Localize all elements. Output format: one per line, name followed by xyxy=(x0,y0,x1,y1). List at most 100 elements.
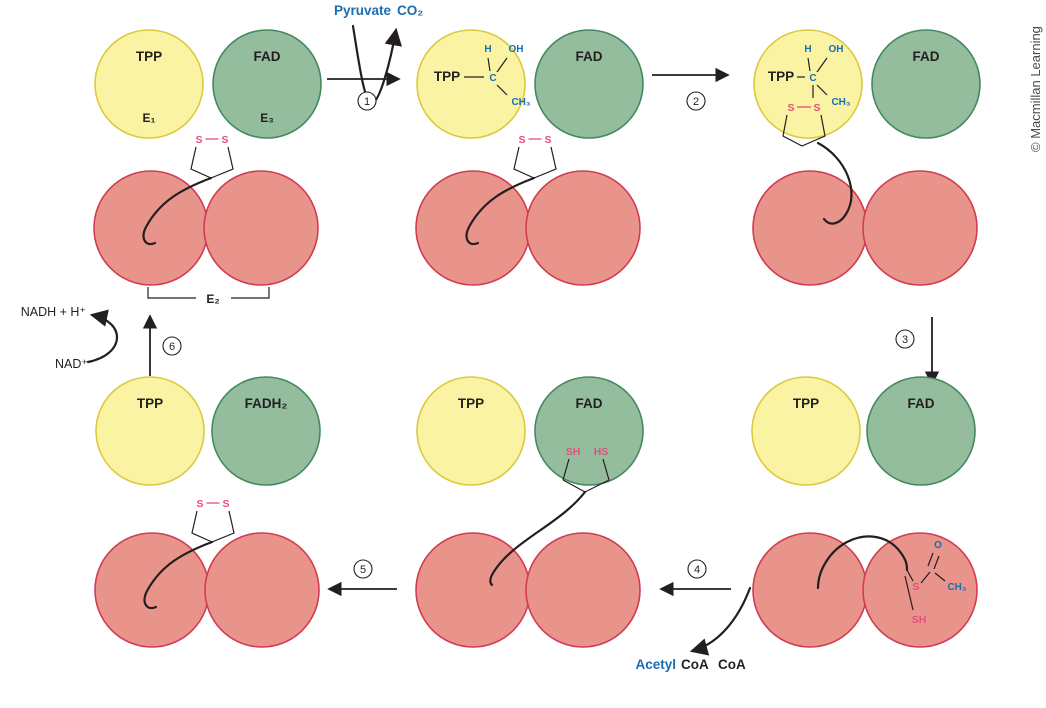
attached-lipoamide-ring: S S xyxy=(782,102,853,225)
e3-fad-circle xyxy=(534,376,644,486)
tpp-label: TPP xyxy=(136,49,162,64)
nad-label: NAD⁺ xyxy=(55,357,88,371)
c-oh-bond xyxy=(496,57,508,73)
c-ch3-bond xyxy=(816,84,828,96)
lipoamide-arm xyxy=(816,535,909,590)
stage-6: TPP FADH₂ S S xyxy=(94,376,321,648)
e2-circle-left xyxy=(93,170,209,286)
e3-fadh2-circle xyxy=(211,376,321,486)
step-3-number: 3 xyxy=(902,334,908,346)
tpp-label: TPP xyxy=(458,396,484,411)
step-5: 5 xyxy=(327,559,397,597)
lipoamide-ring: S S xyxy=(142,134,234,246)
e1-tpp-circle xyxy=(416,29,526,139)
c-h-bond xyxy=(487,57,491,72)
e1-tpp-circle xyxy=(753,29,863,139)
nadh-label: NADH + H⁺ xyxy=(21,305,86,319)
stage-3: FAD TPP C H OH CH₃ S S xyxy=(752,29,981,286)
stage-5: TPP FAD SH HS xyxy=(415,376,644,648)
sh-chain-bond xyxy=(562,458,570,481)
coa-out-label: CoA xyxy=(681,657,709,672)
step-4: 4 Acetyl CoA CoA xyxy=(635,559,752,672)
step-6: NADH + H⁺ NAD⁺ 6 xyxy=(21,305,182,376)
stage-2: FAD TPP C H OH CH₃ S S xyxy=(415,29,644,286)
ch3-label: CH₃ xyxy=(511,97,530,108)
s-label: S xyxy=(912,581,919,593)
lipoamide-arm xyxy=(142,176,213,246)
step-4-badge xyxy=(687,559,707,579)
step-6-badge xyxy=(162,336,182,356)
ch3-label: CH₃ xyxy=(831,97,850,108)
tpp-label: TPP xyxy=(768,69,794,84)
sh-label: SH xyxy=(912,614,927,626)
e3-label: E₃ xyxy=(260,111,274,125)
step-6-number: 6 xyxy=(169,341,175,353)
e1-tpp-circle xyxy=(751,376,861,486)
e2-circle-right xyxy=(203,170,319,286)
step-1: Pyruvate CO₂ 1 xyxy=(327,3,423,111)
step-5-number: 5 xyxy=(360,564,366,576)
hs-chain-bond xyxy=(602,458,610,481)
h-label: H xyxy=(804,44,811,55)
step-2-number: 2 xyxy=(693,96,699,108)
hydroxyethyl-tpp: TPP C H OH CH₃ xyxy=(768,44,851,108)
sh-label: SH xyxy=(566,446,581,458)
s-right-label: S xyxy=(221,134,228,146)
copyright-credit: © Macmillan Learning xyxy=(1028,26,1043,152)
fad-label: FAD xyxy=(913,49,940,64)
oh-label: OH xyxy=(509,44,524,55)
nad-nadh-curve xyxy=(86,309,119,364)
chain-sh-bond xyxy=(904,575,914,611)
s-right-label: S xyxy=(222,498,229,510)
hydroxyethyl-tpp: TPP C H OH CH₃ xyxy=(434,44,531,108)
lipoamide-arm xyxy=(489,490,587,587)
c-ch3-bond xyxy=(934,572,946,582)
ch3-label: CH₃ xyxy=(947,582,966,593)
lipoamide-ring: S S xyxy=(143,498,235,610)
s-left-label: S xyxy=(196,498,203,510)
coa-curve xyxy=(689,586,752,656)
c-oh-bond xyxy=(816,57,828,73)
s-right-label: S xyxy=(813,102,820,114)
carbon-label: C xyxy=(489,73,496,84)
tpp-label: TPP xyxy=(793,396,819,411)
step-1-badge xyxy=(357,91,377,111)
e3-fad-circle xyxy=(866,376,976,486)
lipoamide-arm xyxy=(465,176,536,246)
s-left-label: S xyxy=(787,102,794,114)
e2-circle-right xyxy=(862,170,978,286)
e2-bracket xyxy=(147,287,270,299)
chain-s-bond xyxy=(906,569,914,582)
tpp-label: TPP xyxy=(434,69,460,84)
e3-fad-circle xyxy=(871,29,981,139)
stage-4: TPP FAD S O CH₃ SH xyxy=(751,376,978,648)
coa-in-label: CoA xyxy=(718,657,746,672)
e2-circle-left xyxy=(752,170,868,286)
lipoamide-ring: S S xyxy=(465,134,557,246)
acetyl-dihydrolipoamide: S O CH₃ SH xyxy=(816,535,967,626)
e3-fad-circle xyxy=(534,29,644,139)
e2-label: E₂ xyxy=(206,292,219,306)
e3-fad-circle xyxy=(212,29,322,139)
e2-circle-right xyxy=(525,532,641,648)
step-3-badge xyxy=(895,329,915,349)
s-left-label: S xyxy=(195,134,202,146)
fad-label: FAD xyxy=(576,396,603,411)
step-1-number: 1 xyxy=(364,96,370,108)
e1-tpp-circle xyxy=(95,376,205,486)
pyruvate-co2-curve xyxy=(351,24,402,106)
c-o-double-bond-1 xyxy=(927,552,934,567)
e1-tpp-circle xyxy=(416,376,526,486)
step-3: 3 xyxy=(895,317,940,386)
step-4-number: 4 xyxy=(694,564,700,576)
carbon-label: C xyxy=(809,73,816,84)
e2-circle-right xyxy=(204,532,320,648)
lipoamide-arm xyxy=(143,540,214,610)
fad-label: FAD xyxy=(254,49,281,64)
h-label: H xyxy=(484,44,491,55)
e2-circle-left xyxy=(752,532,868,648)
oh-label: OH xyxy=(829,44,844,55)
s-left-label: S xyxy=(518,134,525,146)
